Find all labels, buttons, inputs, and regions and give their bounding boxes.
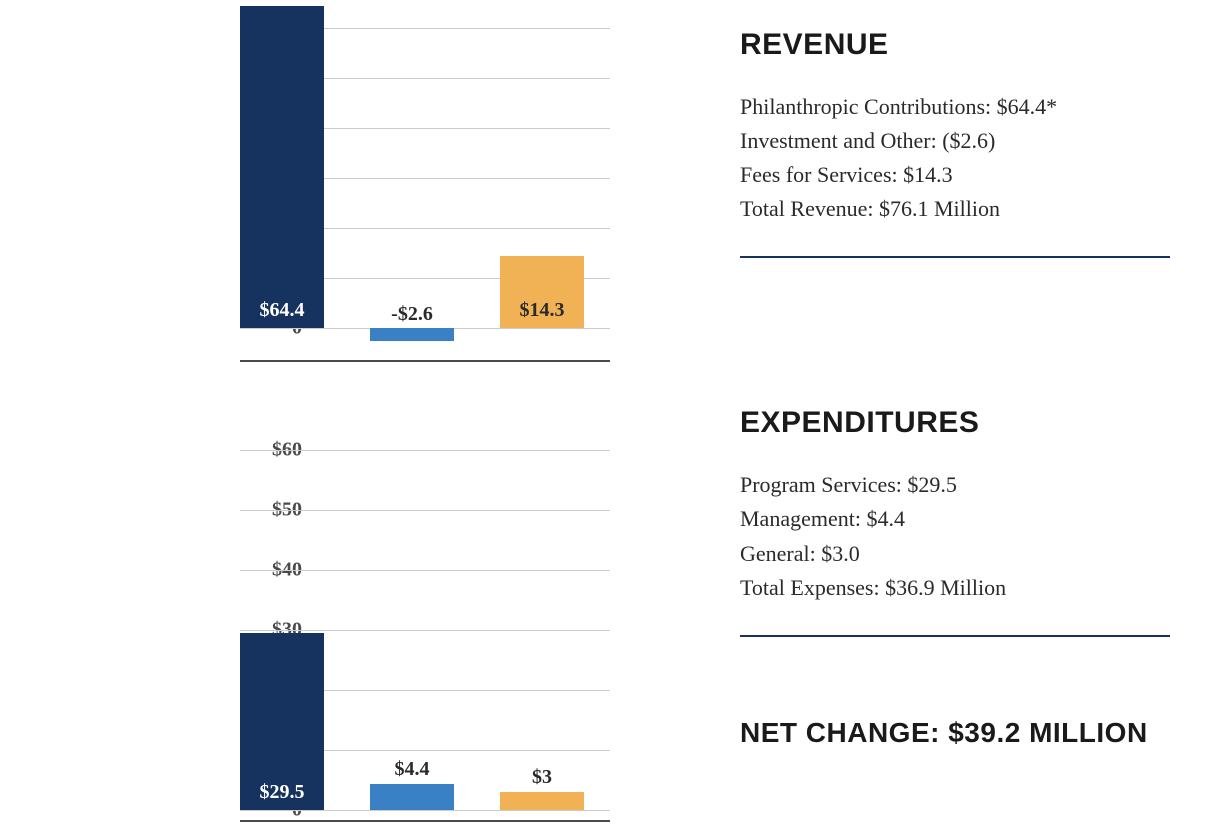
expenditures-bar-program: $29.5 [240,633,324,810]
chart-baseline [240,360,610,362]
main-container: $60 $50 $40 $30 $20 $10 0 [0,0,1220,838]
expenditures-item: General: $3.0 [740,537,1170,571]
gridline [240,510,610,511]
revenue-item: Fees for Services: $14.3 [740,158,1170,192]
expenditures-plot: $29.5 $4.4 $3 [240,430,610,830]
expenditures-bar-general [500,792,584,810]
bar-label: $4.4 [370,758,454,781]
expenditures-item: Program Services: $29.5 [740,468,1170,502]
bar-label: $29.5 [240,781,324,804]
section-divider [740,635,1170,637]
revenue-bar-philanthropic: $64.4 [240,6,324,328]
gridline [240,570,610,571]
bar-label: $14.3 [500,299,584,322]
revenue-bar-fees: $14.3 [500,256,584,328]
revenue-item: Total Revenue: $76.1 Million [740,192,1170,226]
charts-column: $60 $50 $40 $30 $20 $10 0 [0,0,620,838]
gridline [240,810,610,811]
bar-label: $3 [500,766,584,789]
revenue-plot: $64.4 -$2.6 $14.3 [240,0,610,350]
net-change-heading: NET CHANGE: $39.2 MILLION [740,717,1170,749]
bar-label: $64.4 [240,299,324,322]
expenditures-item: Total Expenses: $36.9 Million [740,571,1170,605]
chart-baseline [240,820,610,822]
gridline [240,630,610,631]
revenue-item: Investment and Other: ($2.6) [740,124,1170,158]
expenditures-text-block: EXPENDITURES Program Services: $29.5 Man… [740,406,1170,636]
revenue-text-block: REVENUE Philanthropic Contributions: $64… [740,28,1170,258]
text-column: REVENUE Philanthropic Contributions: $64… [620,0,1220,838]
section-divider [740,256,1170,258]
expenditures-bar-management [370,784,454,810]
revenue-heading: REVENUE [740,28,1170,62]
revenue-item: Philanthropic Contributions: $64.4* [740,90,1170,124]
gridline [240,450,610,451]
bar-label: -$2.6 [370,303,454,326]
revenue-bar-investment [370,328,454,341]
revenue-chart: $60 $50 $40 $30 $20 $10 0 [180,0,620,380]
expenditures-item: Management: $4.4 [740,502,1170,536]
expenditures-chart: $60 $50 $40 $30 $20 $10 0 [180,430,620,840]
expenditures-heading: EXPENDITURES [740,406,1170,440]
